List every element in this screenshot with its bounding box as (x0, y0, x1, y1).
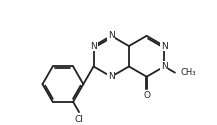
Text: N: N (108, 31, 115, 40)
Text: N: N (161, 62, 168, 71)
Text: N: N (161, 42, 168, 50)
Text: Cl: Cl (75, 115, 84, 124)
Text: N: N (90, 42, 97, 50)
Text: N: N (108, 72, 115, 81)
Text: CH₃: CH₃ (181, 68, 196, 77)
Text: O: O (143, 91, 150, 100)
